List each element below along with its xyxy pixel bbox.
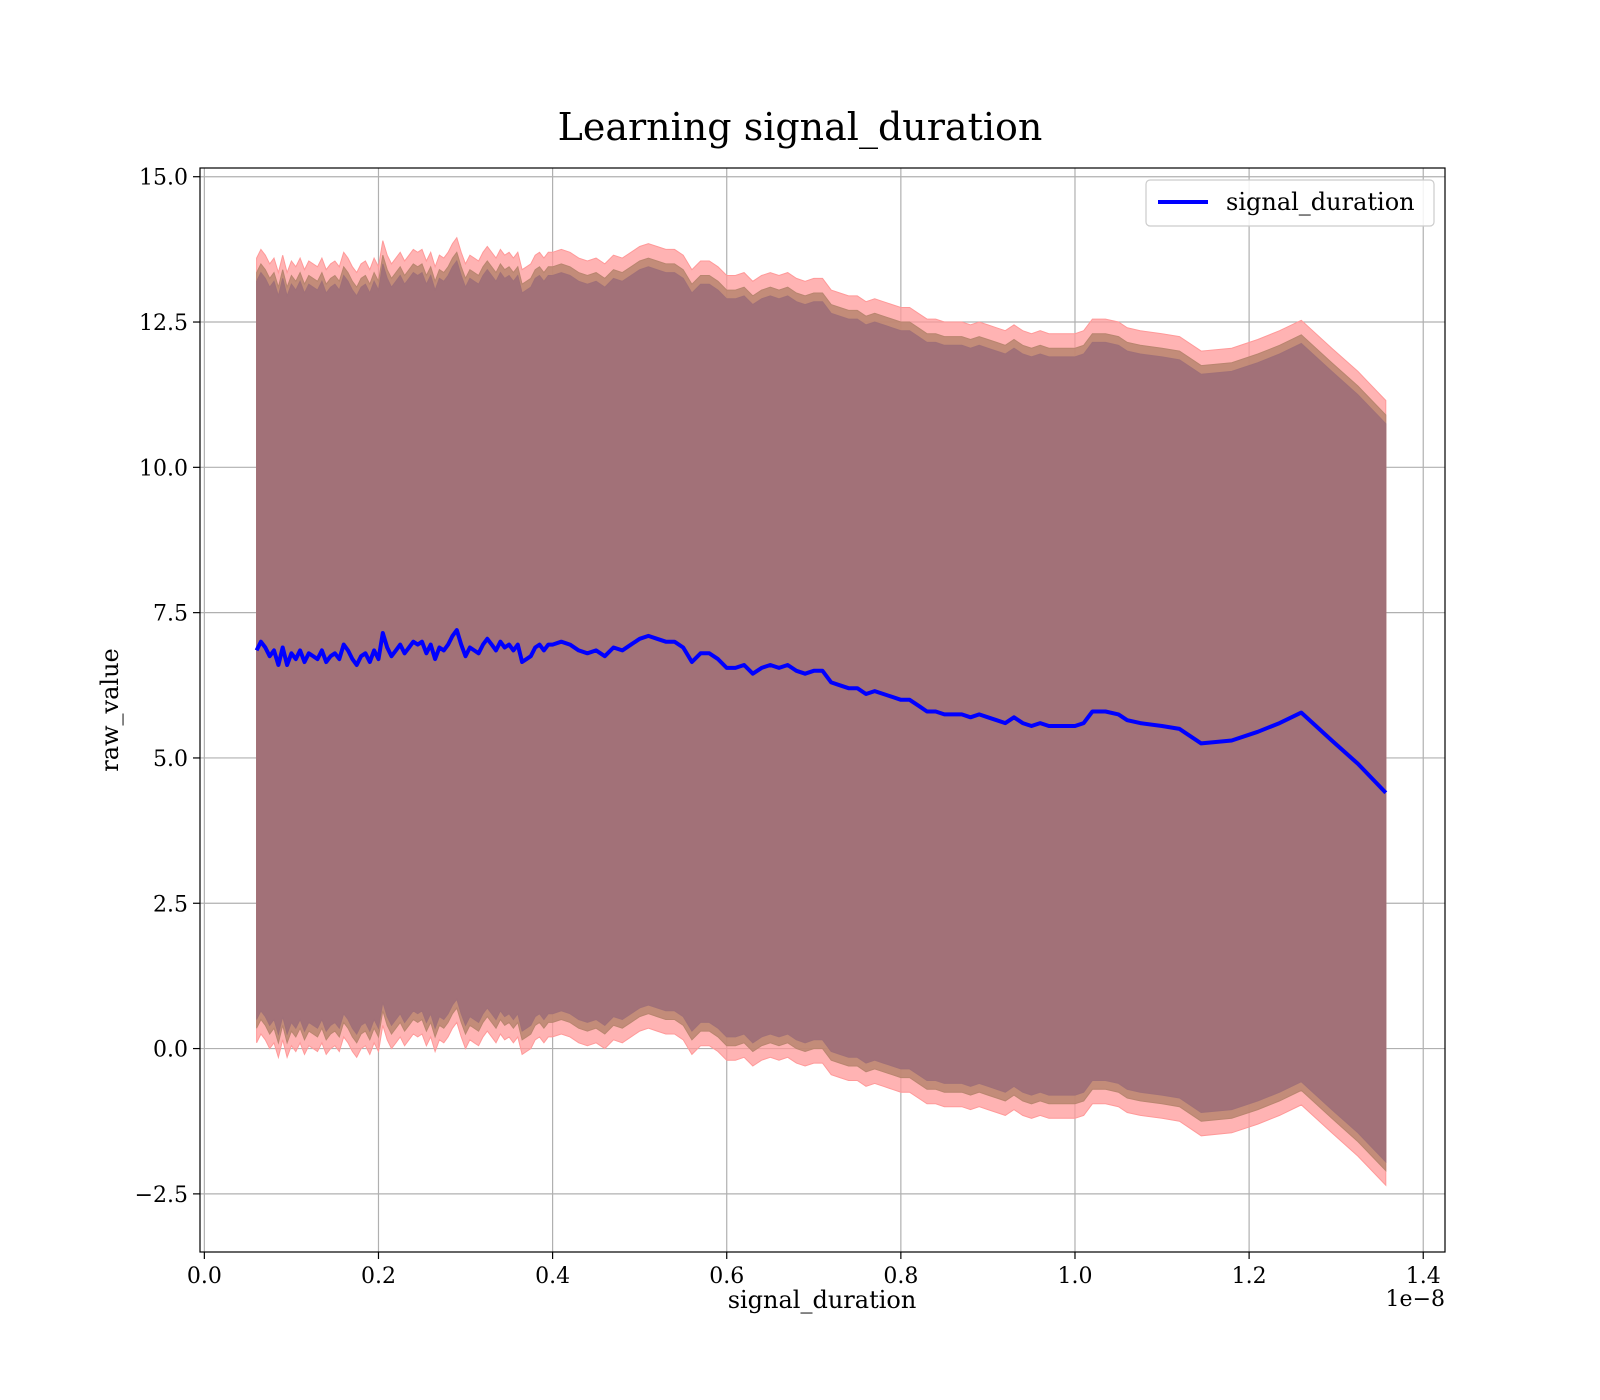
x-tick-label: 0.6 bbox=[709, 1264, 744, 1289]
x-axis-offset-label: 1e−8 bbox=[1386, 1287, 1445, 1312]
x-tick-label: 1.2 bbox=[1232, 1264, 1267, 1289]
x-tick-label: 0.0 bbox=[187, 1264, 222, 1289]
y-tick-label: 12.5 bbox=[139, 311, 188, 336]
y-tick-label: 5.0 bbox=[153, 747, 188, 772]
y-tick-label: 15.0 bbox=[139, 166, 188, 191]
series-lines bbox=[254, 628, 1388, 795]
y-axis-label: raw_value bbox=[96, 648, 124, 772]
x-tick-label: 0.2 bbox=[361, 1264, 396, 1289]
confidence-bands bbox=[256, 236, 1387, 1187]
y-tick-label: 0.0 bbox=[153, 1038, 188, 1063]
band-inner bbox=[256, 259, 1387, 1164]
series-line-signal-duration bbox=[254, 628, 1388, 795]
y-axis-ticks: −2.5 0.0 2.5 5.0 7.5 10.0 12.5 15.0 bbox=[135, 166, 200, 1208]
legend: signal_duration bbox=[1145, 179, 1435, 227]
x-tick-label: 1.4 bbox=[1406, 1264, 1441, 1289]
x-tick-label: 1.0 bbox=[1057, 1264, 1092, 1289]
x-axis-label: signal_duration bbox=[728, 1286, 917, 1314]
chart-title: Learning signal_duration bbox=[558, 105, 1043, 150]
legend-box bbox=[1145, 179, 1435, 227]
x-tick-label: 0.4 bbox=[535, 1264, 570, 1289]
y-tick-label: 10.0 bbox=[139, 456, 188, 481]
y-tick-label: 7.5 bbox=[153, 602, 188, 627]
legend-entry-signal-duration: signal_duration bbox=[1226, 188, 1415, 216]
x-tick-label: 0.8 bbox=[883, 1264, 918, 1289]
x-axis-ticks: 0.0 0.2 0.4 0.6 0.8 1.0 1.2 1.4 bbox=[187, 1252, 1441, 1289]
plot-frame bbox=[199, 167, 1446, 1253]
y-tick-label: 2.5 bbox=[153, 892, 188, 917]
y-tick-label: −2.5 bbox=[135, 1183, 188, 1208]
